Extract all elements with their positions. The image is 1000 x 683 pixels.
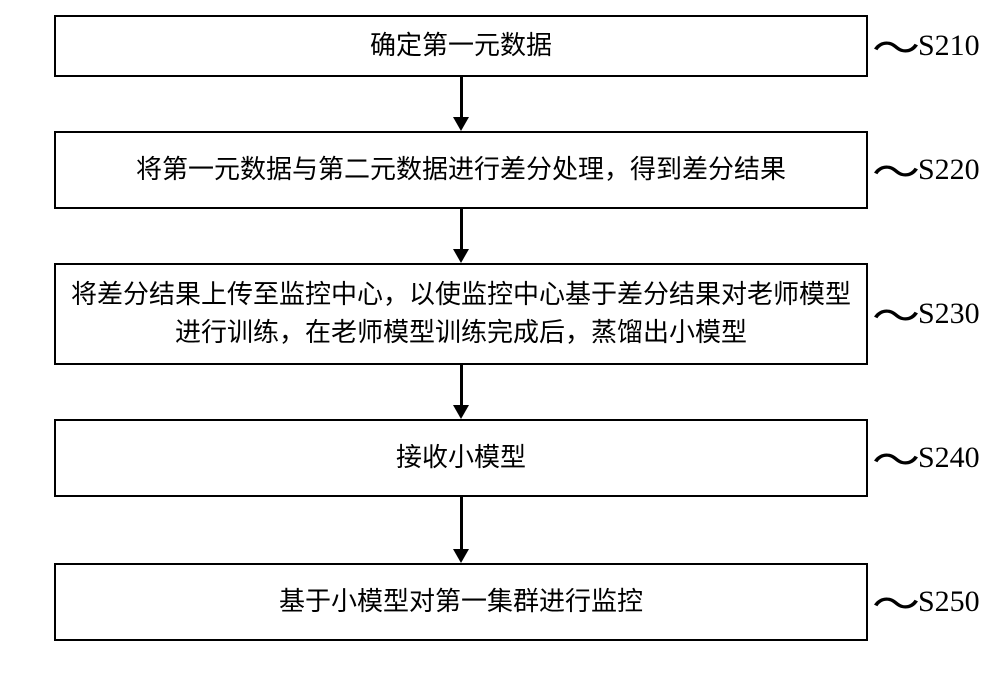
step-connector-s230: ～ (872, 284, 920, 342)
arrow-line (460, 365, 463, 405)
arrow-head (453, 117, 469, 131)
arrow-line (460, 497, 463, 549)
step-label-s220: S220 (918, 153, 980, 187)
step-label-s230: S230 (918, 297, 980, 331)
arrow-line (460, 209, 463, 249)
step-text: 将差分结果上传至监控中心，以使监控中心基于差分结果对老师模型进行训练，在老师模型… (68, 276, 854, 351)
step-text: 基于小模型对第一集群进行监控 (279, 583, 643, 621)
step-connector-s210: ～ (872, 16, 920, 74)
flowchart-canvas: 确定第一元数据 ～ S210 将第一元数据与第二元数据进行差分处理，得到差分结果… (0, 0, 1000, 683)
step-box-s220: 将第一元数据与第二元数据进行差分处理，得到差分结果 (54, 131, 868, 209)
arrow-line (460, 77, 463, 117)
step-label-s210: S210 (918, 29, 980, 63)
step-connector-s220: ～ (872, 140, 920, 198)
arrow-head (453, 549, 469, 563)
step-connector-s250: ～ (872, 572, 920, 630)
step-box-s250: 基于小模型对第一集群进行监控 (54, 563, 868, 641)
step-box-s240: 接收小模型 (54, 419, 868, 497)
step-box-s210: 确定第一元数据 (54, 15, 868, 77)
step-label-s250: S250 (918, 585, 980, 619)
step-text: 确定第一元数据 (370, 27, 552, 65)
step-connector-s240: ～ (872, 428, 920, 486)
arrow-head (453, 249, 469, 263)
step-label-s240: S240 (918, 441, 980, 475)
step-box-s230: 将差分结果上传至监控中心，以使监控中心基于差分结果对老师模型进行训练，在老师模型… (54, 263, 868, 365)
step-text: 接收小模型 (396, 439, 526, 477)
arrow-head (453, 405, 469, 419)
step-text: 将第一元数据与第二元数据进行差分处理，得到差分结果 (136, 151, 786, 189)
